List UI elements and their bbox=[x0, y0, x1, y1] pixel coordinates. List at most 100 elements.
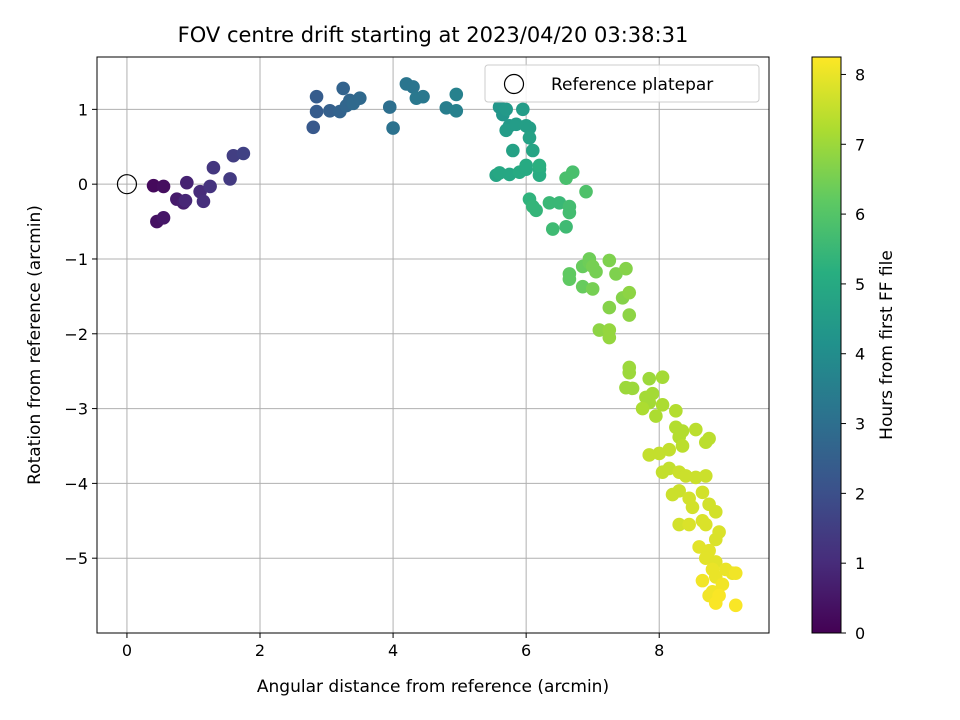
scatter-point bbox=[645, 386, 660, 401]
scatter-point bbox=[698, 469, 713, 483]
scatter-point bbox=[695, 485, 710, 500]
scatter-point bbox=[642, 371, 657, 386]
scatter-point bbox=[642, 448, 657, 462]
legend-label: Reference platepar bbox=[551, 75, 713, 95]
scatter-point bbox=[499, 123, 513, 138]
scatter-point bbox=[309, 104, 324, 119]
scatter-point bbox=[602, 330, 617, 345]
scatter-point bbox=[499, 102, 513, 117]
colorbar-tick-label: 1 bbox=[855, 554, 865, 573]
scatter-point bbox=[542, 196, 557, 210]
x-tick-label: 0 bbox=[122, 641, 132, 660]
scatter-point bbox=[695, 573, 710, 588]
scatter-point bbox=[146, 178, 161, 193]
scatter-point bbox=[526, 143, 540, 158]
scatter-point bbox=[309, 89, 324, 104]
scatter-point bbox=[336, 81, 350, 96]
scatter-point bbox=[196, 194, 211, 209]
scatter-point bbox=[206, 160, 221, 175]
scatter-point bbox=[728, 598, 743, 613]
legend-box bbox=[484, 64, 760, 103]
colorbar-tick-label: 2 bbox=[855, 484, 865, 503]
scatter-point bbox=[306, 120, 321, 135]
grid bbox=[97, 57, 769, 633]
scatter-point bbox=[416, 89, 430, 104]
scatter-point bbox=[449, 104, 464, 118]
scatter-point bbox=[406, 80, 420, 94]
scatter-point bbox=[715, 577, 730, 592]
scatter-point bbox=[353, 91, 367, 105]
x-axis-ticks: 0 2 4 6 8 bbox=[122, 633, 664, 660]
scatter-point bbox=[545, 222, 560, 236]
plot-frame bbox=[96, 56, 770, 634]
scatter-point bbox=[602, 253, 617, 268]
scatter-point bbox=[708, 505, 723, 519]
y-tick-label: −5 bbox=[64, 549, 88, 568]
colorbar-label: Hours from first FF file bbox=[877, 250, 897, 440]
x-axis-label: Angular distance from reference (arcmin) bbox=[257, 677, 609, 697]
scatter-point bbox=[609, 267, 623, 281]
data-points bbox=[146, 77, 743, 613]
scatter-point bbox=[180, 175, 194, 190]
colorbar-gradient bbox=[811, 56, 842, 634]
scatter-point bbox=[708, 532, 723, 547]
scatter-point bbox=[672, 517, 686, 532]
colorbar-tick-label: 3 bbox=[855, 415, 865, 434]
scatter-point bbox=[655, 370, 670, 384]
x-tick-label: 2 bbox=[255, 641, 265, 660]
colorbar-ticks: 0 1 2 3 4 5 6 7 8 bbox=[841, 65, 865, 643]
scatter-point bbox=[685, 500, 700, 515]
colorbar-tick-label: 4 bbox=[855, 345, 865, 364]
scatter-point bbox=[178, 193, 193, 208]
scatter-point bbox=[589, 264, 603, 279]
scatter-point bbox=[562, 205, 577, 220]
scatter-point bbox=[492, 166, 507, 180]
reference-platepar-marker bbox=[116, 174, 138, 195]
scatter-point bbox=[509, 117, 523, 132]
scatter-point bbox=[506, 143, 520, 158]
scatter-point bbox=[562, 272, 577, 286]
scatter-point bbox=[652, 446, 667, 461]
scatter-point bbox=[519, 158, 533, 173]
scatter-point bbox=[522, 121, 537, 135]
reference-marker-group bbox=[116, 174, 138, 195]
y-axis-ticks: 1 0 −1 −2 −3 −4 −5 bbox=[64, 100, 97, 568]
scatter-point bbox=[635, 401, 650, 416]
y-axis-label: Rotation from reference (arcmin) bbox=[25, 205, 45, 485]
scatter-point bbox=[323, 104, 337, 118]
scatter-point bbox=[156, 211, 171, 225]
colorbar-tick-label: 8 bbox=[855, 65, 865, 84]
legend: Reference platepar bbox=[484, 64, 760, 103]
x-tick-label: 6 bbox=[521, 641, 531, 660]
scatter-point bbox=[698, 435, 713, 450]
scatter-point bbox=[622, 365, 637, 380]
scatter-point bbox=[698, 517, 713, 532]
scatter-point bbox=[708, 596, 723, 610]
colorbar-tick-label: 5 bbox=[855, 275, 865, 294]
scatter-point bbox=[565, 165, 580, 179]
scatter-point bbox=[669, 404, 683, 418]
scatter-point bbox=[689, 422, 703, 437]
scatter-point bbox=[625, 381, 640, 396]
colorbar: 0 1 2 3 4 5 6 7 8 Hours from first FF file bbox=[811, 56, 897, 643]
scatter-point bbox=[682, 517, 696, 532]
scatter-point bbox=[236, 146, 251, 161]
scatter-point bbox=[622, 308, 637, 322]
scatter-point bbox=[156, 179, 171, 194]
scatter-point bbox=[602, 300, 617, 315]
scatter-point bbox=[619, 261, 633, 276]
y-tick-label: −3 bbox=[64, 400, 88, 419]
scatter-point bbox=[649, 409, 663, 423]
scatter-point bbox=[522, 130, 537, 145]
scatter-point bbox=[532, 158, 547, 173]
scatter-point bbox=[203, 179, 217, 194]
legend-marker-open-circle bbox=[503, 73, 525, 95]
scatter-point bbox=[689, 470, 703, 485]
y-tick-label: −4 bbox=[64, 474, 88, 493]
scatter-point bbox=[223, 172, 237, 186]
colorbar-tick-label: 7 bbox=[855, 135, 865, 154]
y-tick-label: −1 bbox=[64, 250, 88, 269]
scatter-point bbox=[386, 121, 400, 135]
x-tick-label: 4 bbox=[388, 641, 398, 660]
